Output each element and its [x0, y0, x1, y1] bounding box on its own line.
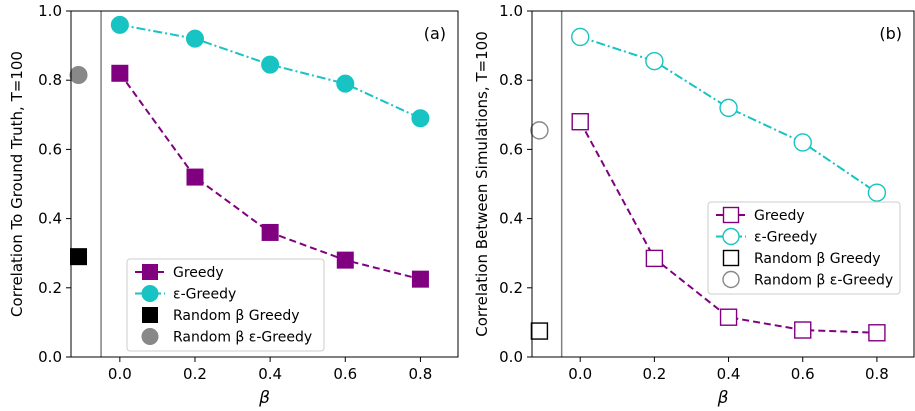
panel-b-series-greedy-point	[571, 113, 589, 131]
panel-b-legend-marker	[722, 206, 740, 224]
panel-a-y-tick-label: 0.4	[38, 210, 62, 228]
panel-b-chart: 0.0 0.2 0.4 0.6 0.8 0.0 0.2 0.4 0.6 0.8 1.0 β Correl…	[473, 2, 915, 408]
panel-b-x-tick-label: 0.0	[568, 365, 592, 383]
panel-a-x-axis-label: β	[258, 388, 270, 408]
panel-a-x-tick-label: 0.8	[408, 365, 432, 383]
panel-b-legend-label: Random β Greedy	[754, 251, 881, 267]
panel-a-series-greedy-point	[111, 64, 129, 82]
panel-a-legend-marker	[141, 328, 159, 345]
panel-b-legend-marker	[722, 270, 740, 289]
panel-b-x-tick-label: 0.8	[865, 365, 889, 383]
panel-a-series-greedy-point	[411, 270, 429, 288]
panel-b-legend-box	[707, 201, 901, 295]
panel-a-series-greedy-line	[119, 72, 421, 281]
panel-b-y-tick-label: 0.6	[499, 140, 523, 158]
panel-a-series-greedy-point	[336, 251, 354, 269]
panel-a-legend-box	[126, 258, 325, 352]
panel-a-legend-label: Random β ε-Greedy	[173, 330, 312, 346]
panel-b-y-tick-label: 0.4	[499, 210, 523, 228]
panel-b-panel-label: (b)	[879, 24, 902, 43]
panel-a-series-random-greedy-point	[69, 66, 88, 85]
panel-b-y-axis-label: Correlation Between Simulations, T=100	[473, 31, 491, 337]
panel-a-legend-label: Greedy	[173, 265, 224, 281]
panel-b-x-axis-label: β	[717, 388, 729, 408]
panel-a-y-axis-label: Correlation To Ground Truth, T=100	[8, 51, 26, 317]
panel-a-x-tick-label: 0.0	[108, 365, 132, 383]
panel-a-series-greedy-point	[185, 29, 204, 48]
panel-b-series-greedy-point	[645, 249, 664, 268]
panel-a-y-tick-label: 0.2	[38, 279, 62, 297]
panel-a-x-tick-label: 0.4	[258, 365, 282, 383]
panel-a-legend-marker	[142, 307, 158, 323]
panel-a-series-greedy-point	[261, 223, 279, 241]
panel-a-series-greedy-point	[110, 15, 129, 34]
panel-a-series-greedy-point	[411, 109, 430, 128]
panel-b-x-tick-label: 0.2	[642, 365, 666, 383]
panel-a-legend-label: Random β Greedy	[173, 308, 300, 324]
panel-a-y-tick-label: 0.0	[38, 348, 62, 366]
panel-b-legend-label: Greedy	[754, 208, 805, 224]
panel-b-series-greedy-line	[579, 121, 877, 334]
panel-b-series-greedy-point	[645, 51, 664, 71]
panel-a-y-tick-label: 0.8	[38, 71, 62, 89]
panel-b-legend-marker	[722, 249, 740, 267]
panel-a-chart: 0.0 0.2 0.4 0.6 0.8 0.0 0.2 0.4 0.6 0.8 1.0 β Correl…	[8, 2, 459, 408]
panel-b-legend-marker	[722, 227, 740, 246]
panel-b-series-greedy-point	[794, 321, 812, 339]
panel-b-series-greedy-point	[719, 98, 738, 118]
panel-a-x-tick-label: 0.6	[333, 365, 357, 383]
panel-b-y-tick-label: 0.0	[499, 348, 523, 366]
panel-a-series-random-greedy-point	[70, 248, 88, 266]
panel-b-series-greedy-point	[793, 133, 812, 152]
panel-a-panel-label: (a)	[424, 24, 446, 43]
panel-b-y-tick-label: 1.0	[499, 2, 523, 20]
panel-b-series-greedy-point	[571, 27, 590, 47]
panel-b-axes-frame	[531, 10, 915, 358]
panel-b-series-random-greedy-point	[530, 121, 549, 140]
panel-a-y-tick-label: 1.0	[38, 2, 62, 20]
panel-a-axes-frame	[70, 10, 459, 358]
panel-b-series-greedy-point	[867, 183, 887, 202]
panel-b-y-tick-label: 0.2	[499, 279, 523, 297]
panel-a-y-tick-label: 0.6	[38, 140, 62, 158]
panel-a-series-greedy-point	[186, 168, 204, 186]
panel-b-x-tick-label: 0.4	[717, 365, 741, 383]
panel-a-series-greedy-point	[261, 55, 280, 74]
panel-a-legend-marker	[142, 264, 158, 280]
panel-b-y-tick-label: 0.8	[499, 71, 523, 89]
panel-b-series-random-greedy-point	[530, 322, 549, 340]
panel-b-series-greedy-point	[719, 308, 738, 326]
panel-b-series-greedy-point	[868, 324, 886, 342]
panel-b-legend-label: Random β ε-Greedy	[754, 273, 893, 289]
panel-b-legend-label: ε-Greedy	[754, 230, 817, 246]
panel-a-x-tick-label: 0.2	[183, 365, 207, 383]
panel-b-x-tick-label: 0.6	[791, 365, 815, 383]
panel-a-series-greedy-point	[336, 74, 355, 93]
panel-a-legend-marker	[141, 285, 159, 302]
panel-a-legend-label: ε-Greedy	[173, 287, 236, 303]
